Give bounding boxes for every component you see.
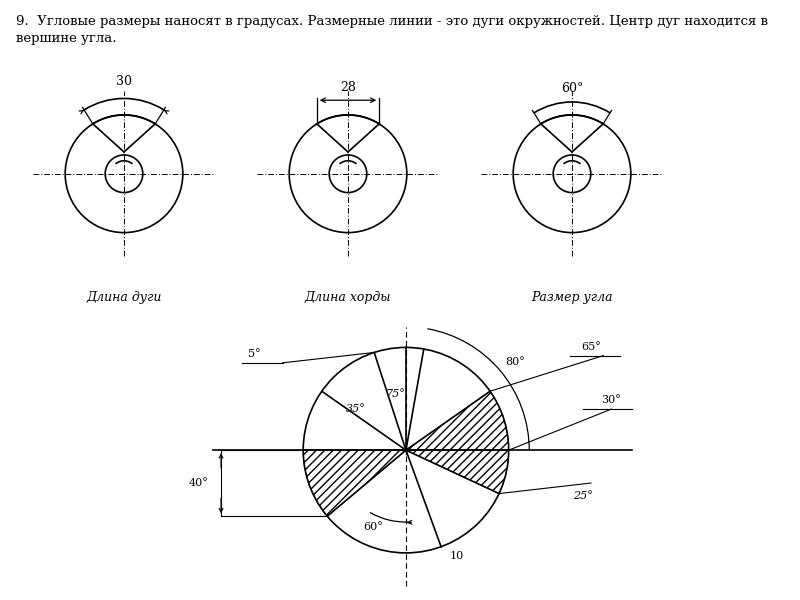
- Text: 40°: 40°: [189, 478, 209, 488]
- Text: Длина дуги: Длина дуги: [86, 291, 162, 304]
- Text: 60°: 60°: [363, 522, 383, 532]
- Text: 30°: 30°: [602, 395, 622, 405]
- Text: 60°: 60°: [561, 82, 583, 95]
- Text: 5°: 5°: [247, 349, 260, 359]
- Text: 35°: 35°: [346, 404, 366, 413]
- Text: 9.  Угловые размеры наносят в градусах. Размерные линии - это дуги окружностей. : 9. Угловые размеры наносят в градусах. Р…: [16, 15, 768, 45]
- Text: Длина хорды: Длина хорды: [305, 291, 391, 304]
- Text: 28: 28: [340, 82, 356, 94]
- Text: Размер угла: Размер угла: [531, 291, 613, 304]
- Text: 10: 10: [450, 551, 463, 561]
- Text: 65°: 65°: [581, 341, 601, 352]
- Text: 75°: 75°: [386, 389, 406, 399]
- Text: 80°: 80°: [505, 357, 525, 367]
- Text: 25°: 25°: [573, 491, 593, 501]
- Text: 30: 30: [116, 75, 132, 88]
